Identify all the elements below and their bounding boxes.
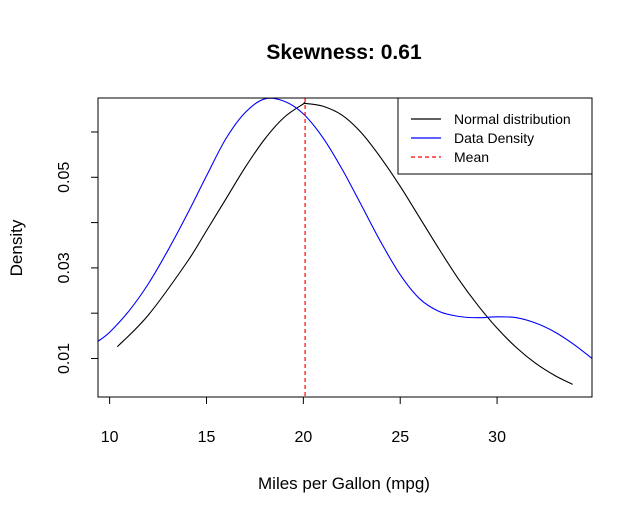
y-tick-label-0-01: 0.01 bbox=[56, 343, 73, 374]
x-tick-label-20: 20 bbox=[294, 429, 312, 446]
x-tick-label-30: 30 bbox=[488, 429, 506, 446]
legend-label-normal-distribution: Normal distribution bbox=[454, 111, 571, 127]
plot-content bbox=[98, 98, 592, 397]
x-axis: 10 15 20 25 30 bbox=[101, 397, 506, 446]
series-normal-distribution-curve bbox=[116, 102, 573, 385]
series-data-density-curve bbox=[98, 98, 592, 359]
plot-frame bbox=[97, 97, 593, 398]
y-axis: 0.01 0.03 0.05 bbox=[56, 131, 98, 374]
x-tick-label-10: 10 bbox=[101, 429, 119, 446]
y-tick-label-0-05: 0.05 bbox=[56, 162, 73, 193]
x-axis-label: Miles per Gallon (mpg) bbox=[258, 474, 430, 493]
y-axis-label: Density bbox=[7, 219, 26, 276]
legend: Normal distribution Data Density Mean bbox=[397, 97, 593, 175]
chart-title: Skewness: 0.61 bbox=[266, 41, 422, 64]
legend-label-data-density: Data Density bbox=[454, 130, 534, 146]
legend-label-mean: Mean bbox=[454, 149, 489, 165]
x-tick-label-25: 25 bbox=[391, 429, 409, 446]
legend-box bbox=[397, 97, 593, 175]
y-tick-label-0-03: 0.03 bbox=[56, 252, 73, 283]
x-tick-label-15: 15 bbox=[198, 429, 216, 446]
